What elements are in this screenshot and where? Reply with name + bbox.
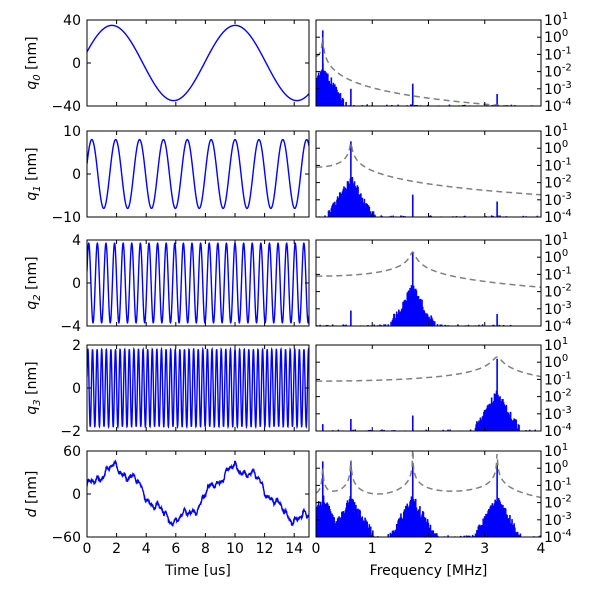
time-xtick-label: 2 <box>112 541 121 557</box>
freq-ytick-label: 100 <box>544 353 568 371</box>
spectrum-d <box>316 451 541 537</box>
time-xtick-label: 8 <box>201 541 210 557</box>
ylabel-q2: q2 [nm] <box>24 256 43 309</box>
freq-axes-q0 <box>315 19 542 107</box>
freq-ytick-label: 101 <box>544 442 568 460</box>
time-trace-q1 <box>87 138 309 210</box>
time-trace-q0 <box>87 24 309 102</box>
freq-ytick-label: 10-4 <box>544 528 572 546</box>
spectrum-envelope-q3 <box>316 356 541 382</box>
freq-ytick-label: 10-1 <box>544 45 572 63</box>
time-ytick-label-q2: 0 <box>72 276 81 292</box>
time-trace-q2 <box>87 242 309 324</box>
row-d: 600−600 2 4 6 8 10 12 14d [nm]10110010-110-210-… <box>24 442 572 557</box>
time-xtick-label: 10 <box>226 541 244 557</box>
time-ytick-label-d: 60 <box>63 444 81 460</box>
freq-ytick-label: 10-1 <box>544 370 572 388</box>
freq-ytick-label: 100 <box>544 28 568 46</box>
freq-ytick-label: 10-2 <box>544 494 572 512</box>
freq-ytick-label: 10-1 <box>544 265 572 283</box>
spectrum-envelope-q0 <box>316 36 517 106</box>
freq-ytick-label: 100 <box>544 459 568 477</box>
freq-ytick-label: 10-2 <box>544 63 572 81</box>
freq-xlabel: Frequency [MHz] <box>370 563 488 579</box>
time-ytick-label-q2: −4 <box>60 319 81 335</box>
time-xtick-label: 4 <box>142 541 151 557</box>
freq-ytick-label: 101 <box>544 122 568 140</box>
time-xlabel: Time [us] <box>164 563 231 579</box>
time-axes-q0 <box>86 19 310 107</box>
freq-ytick-label: 101 <box>544 11 568 29</box>
freq-xtick-label: 4 <box>537 541 546 557</box>
time-axes-d <box>86 450 310 538</box>
time-ytick-label-d: 0 <box>72 487 81 503</box>
freq-xtick-label: 0 <box>312 541 321 557</box>
time-xtick-label: 14 <box>285 541 303 557</box>
freq-ytick-label: 10-3 <box>544 511 572 529</box>
ylabel-q3: q3 [nm] <box>24 361 43 414</box>
freq-ytick-label: 10-4 <box>544 422 572 440</box>
spectrum-q1 <box>316 141 541 217</box>
time-ytick-label-q1: −10 <box>51 210 81 226</box>
freq-ytick-label: 10-3 <box>544 405 572 423</box>
freq-ytick-label: 10-3 <box>544 80 572 98</box>
freq-ytick-label: 10-2 <box>544 388 572 406</box>
freq-ytick-label: 10-4 <box>544 208 572 226</box>
time-ytick-label-q0: 0 <box>72 56 81 72</box>
freq-ytick-label: 10-2 <box>544 283 572 301</box>
freq-ytick-label: 100 <box>544 139 568 157</box>
freq-ytick-label: 10-2 <box>544 174 572 192</box>
freq-ytick-label: 10-1 <box>544 476 572 494</box>
ylabel-q0: q0 [nm] <box>24 36 43 89</box>
ylabel-q1: q1 [nm] <box>24 147 43 200</box>
time-ytick-label-q1: 0 <box>72 167 81 183</box>
time-ytick-label-q3: −2 <box>60 424 81 440</box>
freq-ytick-label: 10-3 <box>544 300 572 318</box>
time-ytick-label-q0: 40 <box>63 13 81 29</box>
freq-ytick-label: 101 <box>544 231 568 249</box>
time-trace-d <box>87 459 309 527</box>
spectrum-q3 <box>316 356 541 431</box>
spectrum-envelope-d <box>316 451 541 499</box>
freq-ytick-label: 101 <box>544 336 568 354</box>
ylabel-d: d [nm] <box>24 471 40 518</box>
time-xtick-label: 12 <box>256 541 274 557</box>
freq-xtick-label: 1 <box>368 541 377 557</box>
freq-ytick-label: 100 <box>544 248 568 266</box>
time-ytick-label-q3: 2 <box>72 338 81 354</box>
spectrum-envelope-q2 <box>316 251 541 288</box>
time-xtick-label: 0 <box>83 541 92 557</box>
time-ytick-label-d: −60 <box>51 530 81 546</box>
time-ytick-label-q3: 0 <box>72 381 81 397</box>
time-ytick-label-q1: 10 <box>63 124 81 140</box>
time-ytick-label-q2: 4 <box>72 233 81 249</box>
spectrum-envelope-q1 <box>316 141 541 196</box>
freq-axes-q2 <box>315 239 542 327</box>
spectrum-q2 <box>316 251 541 326</box>
freq-xtick-label: 3 <box>480 541 489 557</box>
time-ytick-label-q0: −40 <box>51 99 81 115</box>
freq-xtick-label: 2 <box>424 541 433 557</box>
time-trace-q3 <box>87 346 309 430</box>
freq-ytick-label: 10-1 <box>544 156 572 174</box>
freq-ytick-label: 10-4 <box>544 317 572 335</box>
freq-ytick-label: 10-3 <box>544 191 572 209</box>
freq-ytick-label: 10-4 <box>544 97 572 115</box>
spectrum-q0 <box>316 30 541 106</box>
time-xtick-label: 6 <box>171 541 180 557</box>
